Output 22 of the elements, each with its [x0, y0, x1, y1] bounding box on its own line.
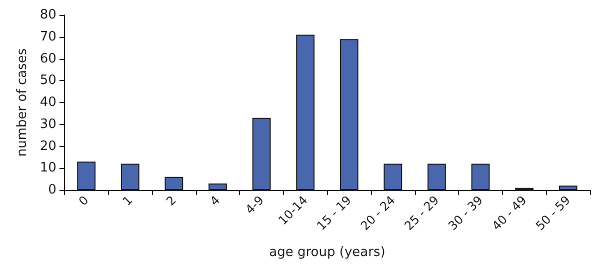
- x-tick-label: 50 - 59: [533, 193, 574, 233]
- x-tick-label: 20 - 24: [358, 193, 398, 233]
- x-tick-label: 30 - 39: [446, 193, 486, 233]
- x-tick-label: 4-9: [242, 193, 266, 217]
- x-tick-label: 4: [207, 193, 223, 208]
- x-tick-label: 1: [120, 193, 136, 208]
- y-tick-label: 10: [40, 160, 56, 176]
- y-tick-label: 40: [40, 95, 56, 110]
- x-axis-title: age group (years): [269, 245, 386, 260]
- x-tick-label: 15 - 19: [314, 193, 354, 233]
- y-axis-title: number of cases: [15, 48, 30, 157]
- x-tick-label: 25 - 29: [402, 193, 442, 233]
- y-tick-label: 0: [48, 182, 56, 198]
- y-tick-label: 60: [40, 51, 56, 66]
- y-tick-label: 50: [40, 73, 56, 88]
- y-tick-label: 30: [40, 116, 56, 132]
- x-tick-label: 0: [76, 193, 92, 208]
- y-tick-label: 70: [40, 29, 56, 44]
- x-tick-label: 40 - 49: [489, 193, 530, 233]
- y-tick-label: 20: [40, 138, 56, 154]
- y-tick-label: 80: [40, 8, 56, 22]
- x-tick-label: 2: [164, 193, 179, 208]
